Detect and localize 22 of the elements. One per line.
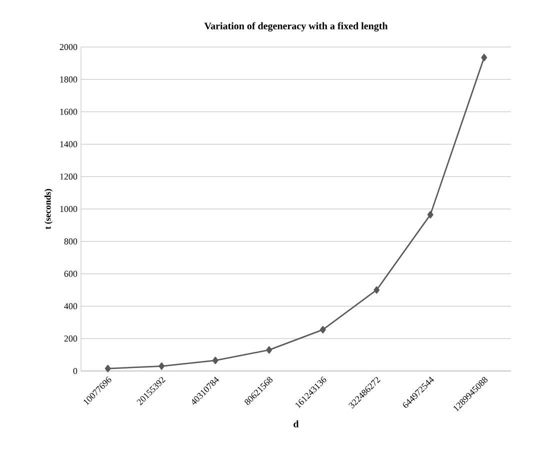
y-tick-label: 200 xyxy=(64,336,78,342)
y-tick-label: 0 xyxy=(73,368,78,374)
point xyxy=(158,362,165,370)
point xyxy=(104,364,111,372)
y-tick-label: 600 xyxy=(64,270,78,277)
point xyxy=(427,210,434,218)
x-axis-title: d xyxy=(294,420,299,428)
y-tick-label: 1000 xyxy=(60,206,78,212)
y-axis-title: t (seconds) xyxy=(44,189,53,230)
point xyxy=(374,286,380,294)
point xyxy=(266,346,272,354)
chart-title: Variation of degeneracy with a fixed length xyxy=(204,22,388,32)
y-tick-label: 400 xyxy=(64,303,78,310)
point xyxy=(212,356,218,364)
y-tick-label: 1200 xyxy=(60,174,78,180)
y-tick-label: 2000 xyxy=(60,44,78,50)
y-tick-label: 1600 xyxy=(60,108,78,115)
point xyxy=(320,326,326,334)
point xyxy=(481,54,488,62)
y-tick-label: 1800 xyxy=(60,76,78,82)
y-tick-label: 800 xyxy=(64,238,78,244)
y-tick-label: 1400 xyxy=(60,141,78,148)
